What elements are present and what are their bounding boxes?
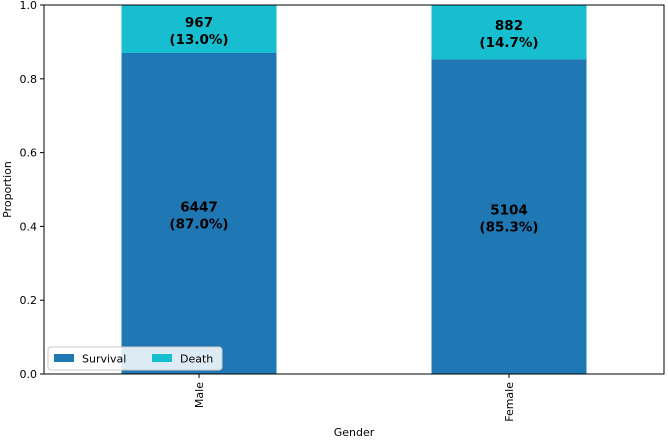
legend-swatch-survival (54, 354, 74, 362)
y-tick-label: 0.2 (20, 294, 38, 307)
x-axis-label: Gender (334, 426, 375, 439)
x-tick-label-male: Male (193, 382, 206, 408)
legend-swatch-death (152, 354, 172, 362)
bar-label-count: 5104 (490, 203, 528, 219)
bar-label-count: 882 (495, 18, 523, 34)
bar-label-count: 967 (185, 15, 213, 31)
bar-label-count: 6447 (180, 199, 218, 215)
legend-label-survival: Survival (82, 353, 126, 366)
bar-label-percent: (87.0%) (169, 216, 228, 232)
bar-survival-male (121, 52, 277, 374)
y-tick-label: 0.6 (20, 147, 38, 160)
y-axis-label: Proportion (1, 161, 14, 218)
bar-label-percent: (14.7%) (479, 35, 538, 51)
bar-labels-group: 6447 (87.0%) 967 (13.0%) 5104 (85.3%) 882 (14.7… (169, 15, 538, 236)
bar-death-female (431, 5, 587, 60)
y-tick-label: 0.4 (20, 220, 38, 233)
bar-survival-female (431, 59, 587, 374)
bar-death-male (121, 5, 277, 53)
bar-label-percent: (85.3%) (479, 220, 538, 236)
x-tick-label-female: Female (503, 382, 516, 422)
bar-label-survival-male: 6447 (87.0%) (169, 199, 228, 232)
bar-label-death-male: 967 (13.0%) (169, 15, 228, 48)
plot-frame (43, 4, 665, 375)
y-tick-label: 1.0 (20, 0, 38, 12)
y-tick-label: 0.0 (20, 368, 38, 381)
legend: Survival Death (47, 346, 223, 371)
bar-label-percent: (13.0%) (169, 32, 228, 48)
bars-group (121, 5, 587, 374)
legend-label-death: Death (180, 353, 213, 366)
bar-label-death-female: 882 (14.7%) (479, 18, 538, 51)
legend-box (47, 346, 223, 371)
y-tick-label: 0.8 (20, 73, 38, 86)
bar-label-survival-female: 5104 (85.3%) (479, 203, 538, 236)
